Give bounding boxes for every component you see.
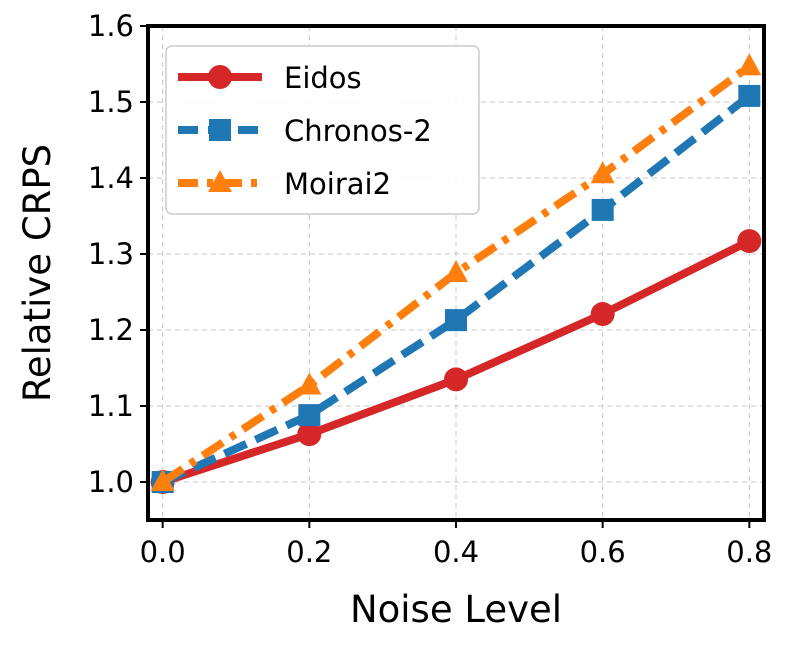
legend-item-moirai2: Moirai2 xyxy=(178,167,391,201)
data-point-moirai2 xyxy=(737,53,762,76)
y-tick-label: 1.6 xyxy=(88,9,134,43)
legend-item-eidos: Eidos xyxy=(178,61,362,95)
series-moirai2 xyxy=(150,53,762,491)
y-tick-label: 1.2 xyxy=(88,313,134,347)
x-tick-label: 0.2 xyxy=(286,535,332,569)
legend-marker-chronos-2 xyxy=(209,119,231,141)
y-tick-label: 1.4 xyxy=(88,161,134,195)
legend-label-eidos: Eidos xyxy=(284,61,362,95)
data-point-moirai2 xyxy=(297,372,322,395)
y-axis-title: Relative CRPS xyxy=(16,144,59,402)
data-point-chronos-2 xyxy=(738,84,761,107)
y-tick-label: 1.5 xyxy=(88,85,134,119)
x-axis-title: Noise Level xyxy=(350,588,562,631)
x-tick-labels: 0.0 0.2 0.4 0.6 0.8 xyxy=(140,535,773,569)
series-line-moirai2 xyxy=(160,63,752,486)
legend-marker-eidos xyxy=(208,65,232,89)
legend-label-moirai2: Moirai2 xyxy=(284,167,391,201)
x-tick-label: 0.0 xyxy=(140,535,186,569)
legend-item-chronos-2: Chronos-2 xyxy=(178,114,432,148)
y-tick-label: 1.3 xyxy=(88,237,134,271)
legend-label-chronos-2: Chronos-2 xyxy=(284,114,432,148)
data-point-eidos xyxy=(297,422,322,447)
data-point-chronos-2 xyxy=(591,198,614,221)
x-tick-label: 0.6 xyxy=(580,535,626,569)
data-point-eidos xyxy=(444,367,468,392)
tick-marks xyxy=(140,25,751,528)
series-layer xyxy=(150,53,762,494)
data-point-moirai2 xyxy=(150,469,175,491)
x-tick-label: 0.4 xyxy=(433,535,479,569)
y-tick-label: 1.0 xyxy=(88,465,134,499)
data-point-moirai2 xyxy=(590,161,615,184)
data-point-chronos-2 xyxy=(445,309,467,332)
series-line-chronos-2 xyxy=(161,92,752,486)
data-point-eidos xyxy=(590,302,615,327)
legend-marker-moirai2 xyxy=(208,170,232,192)
x-tick-label: 0.8 xyxy=(726,535,772,569)
legend-box xyxy=(165,45,480,215)
y-tick-labels: 1.0 1.1 1.2 1.3 1.4 1.5 1.6 xyxy=(88,9,134,499)
data-point-chronos-2 xyxy=(298,404,321,427)
data-point-moirai2 xyxy=(444,260,468,282)
data-point-eidos xyxy=(737,229,762,254)
legend: Eidos Chronos-2 Moirai2 xyxy=(165,45,480,215)
y-tick-label: 1.1 xyxy=(88,389,134,423)
